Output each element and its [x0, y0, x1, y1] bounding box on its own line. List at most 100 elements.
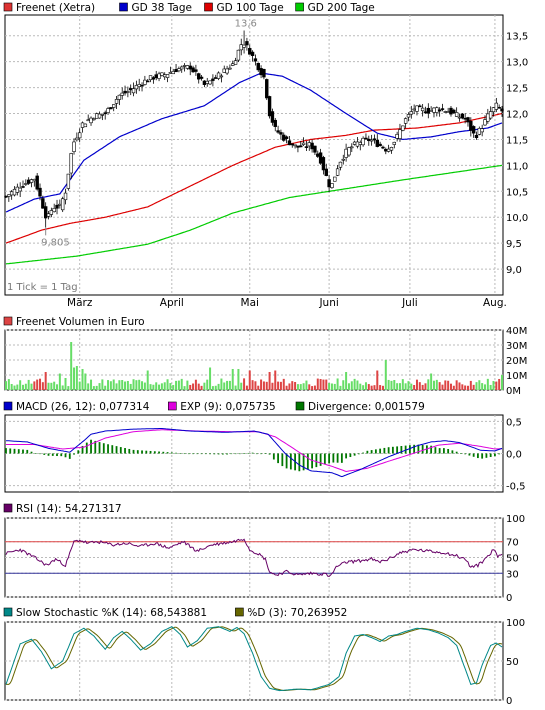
volume-bar: [481, 383, 484, 390]
candle-body: [491, 107, 496, 113]
volume-bar: [183, 386, 186, 390]
volume-bar: [22, 384, 25, 390]
volume-bar: [228, 380, 231, 390]
divergence-bar: [221, 453, 224, 455]
volume-bar: [146, 370, 149, 390]
candle-body: [378, 143, 382, 146]
volume-bar: [452, 385, 455, 390]
volume-bar: [458, 382, 461, 390]
legend-swatch: [3, 607, 13, 617]
volume-bar: [36, 379, 39, 390]
candle-body: [228, 67, 232, 70]
candle-body: [211, 78, 215, 81]
candle-body: [15, 186, 20, 193]
divergence-bar: [43, 453, 46, 455]
divergence-bar: [387, 447, 390, 454]
divergence-bar: [323, 453, 326, 465]
volume-bar: [427, 379, 430, 390]
divergence-bar: [349, 453, 352, 458]
volume-bar: [206, 379, 209, 390]
candle-body: [46, 213, 51, 217]
candle-body: [100, 114, 105, 116]
volume-bar: [254, 381, 257, 390]
volume-bar: [92, 386, 95, 390]
tick-note: 1 Tick = 1 Tag: [7, 282, 78, 293]
rsi-y-tick-label: 100: [506, 514, 525, 525]
volume-bar: [243, 378, 246, 390]
volume-bar: [398, 383, 401, 390]
volume-bar: [155, 382, 158, 390]
candle-body: [75, 137, 79, 141]
divergence-bar: [17, 449, 20, 454]
month-label: März: [67, 297, 93, 309]
candle-body: [117, 94, 122, 100]
candle-body: [18, 187, 22, 192]
volume-bar: [393, 379, 396, 390]
divergence-bar: [60, 453, 63, 457]
volume-bar: [435, 379, 438, 390]
candle-body: [276, 130, 280, 133]
price-y-tick-label: 10,5: [506, 187, 528, 198]
divergence-bar: [34, 453, 37, 454]
volume-bar: [265, 381, 268, 390]
divergence-bar: [98, 442, 101, 454]
candle-body: [389, 147, 394, 151]
candle-body: [341, 158, 345, 161]
candle-body: [446, 111, 450, 113]
candle-body: [72, 141, 76, 152]
divergence-bar: [128, 448, 131, 454]
volume-bar: [56, 384, 59, 390]
candle-body: [171, 71, 175, 75]
divergence-bar: [39, 453, 41, 455]
high-annotation: 13,6: [235, 19, 257, 30]
divergence-bar: [234, 453, 237, 455]
volume-bar: [58, 373, 61, 390]
volume-bar: [203, 382, 206, 390]
volume-bar: [214, 385, 217, 390]
legend-label: Freenet Volumen in Euro: [16, 316, 145, 328]
volume-bar: [308, 384, 311, 390]
candle-body: [282, 134, 286, 141]
divergence-bar: [332, 453, 335, 463]
divergence-bar: [455, 451, 458, 454]
legend-label: GD 200 Tage: [308, 2, 375, 14]
candle-body: [429, 110, 433, 112]
volume-bar: [316, 378, 319, 390]
divergence-bar: [430, 445, 433, 454]
candle-body: [273, 119, 277, 127]
candle-body: [350, 146, 354, 149]
volume-bar: [288, 383, 291, 390]
volume-bar: [98, 383, 101, 390]
candle-body: [432, 107, 436, 113]
candle-body: [43, 206, 48, 219]
volume-bar: [407, 381, 410, 390]
candle-body: [316, 153, 320, 157]
volume-bar: [260, 379, 263, 390]
volume-y-tick-label: 40M: [506, 326, 527, 337]
candle-body: [12, 188, 17, 196]
divergence-bar: [166, 452, 169, 454]
volume-bar: [381, 385, 384, 390]
price-y-tick-label: 10,0: [506, 213, 528, 224]
divergence-bar: [56, 453, 58, 457]
divergence-bar: [119, 447, 122, 454]
divergence-bar: [340, 453, 343, 463]
candle-body: [106, 108, 110, 113]
candle-body: [270, 111, 275, 123]
volume-bar: [19, 380, 22, 390]
volume-bar: [291, 381, 294, 390]
candle-body: [384, 148, 388, 152]
candle-body: [301, 142, 306, 145]
stochastic-y-tick-label: 50: [506, 657, 519, 668]
volume-bar: [277, 381, 280, 390]
volume-bar: [39, 378, 42, 390]
divergence-bar: [204, 453, 207, 455]
candle-body: [497, 106, 501, 109]
candle-body: [194, 69, 198, 72]
volume-bar: [177, 380, 180, 390]
candle-body: [256, 62, 260, 71]
volume-y-tick-label: 10M: [506, 371, 527, 382]
volume-bar: [441, 384, 444, 390]
price-y-tick-label: 9,5: [506, 239, 522, 250]
